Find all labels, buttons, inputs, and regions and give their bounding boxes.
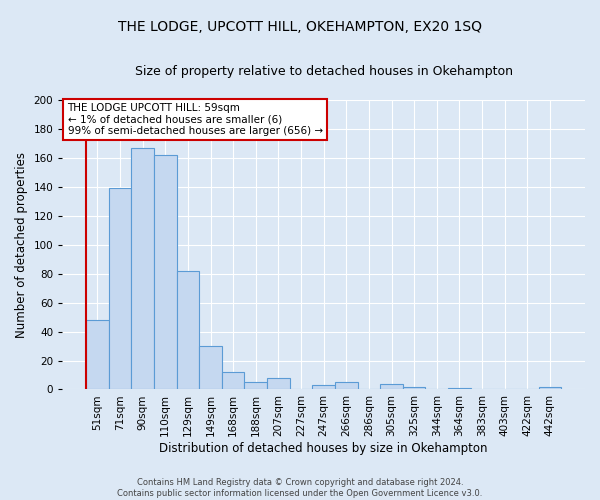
Bar <box>131 148 154 390</box>
Bar <box>448 388 471 390</box>
Bar <box>267 378 290 390</box>
Bar <box>199 346 222 390</box>
Bar <box>176 271 199 390</box>
Text: THE LODGE UPCOTT HILL: 59sqm
← 1% of detached houses are smaller (6)
99% of semi: THE LODGE UPCOTT HILL: 59sqm ← 1% of det… <box>68 103 323 136</box>
Bar <box>154 155 176 390</box>
Bar <box>222 372 244 390</box>
Bar <box>313 385 335 390</box>
Bar <box>403 386 425 390</box>
Bar <box>109 188 131 390</box>
Text: Contains HM Land Registry data © Crown copyright and database right 2024.
Contai: Contains HM Land Registry data © Crown c… <box>118 478 482 498</box>
Bar <box>539 386 561 390</box>
Y-axis label: Number of detached properties: Number of detached properties <box>15 152 28 338</box>
Bar <box>380 384 403 390</box>
Bar <box>335 382 358 390</box>
Text: THE LODGE, UPCOTT HILL, OKEHAMPTON, EX20 1SQ: THE LODGE, UPCOTT HILL, OKEHAMPTON, EX20… <box>118 20 482 34</box>
Bar <box>244 382 267 390</box>
X-axis label: Distribution of detached houses by size in Okehampton: Distribution of detached houses by size … <box>160 442 488 455</box>
Bar <box>86 320 109 390</box>
Title: Size of property relative to detached houses in Okehampton: Size of property relative to detached ho… <box>134 65 512 78</box>
